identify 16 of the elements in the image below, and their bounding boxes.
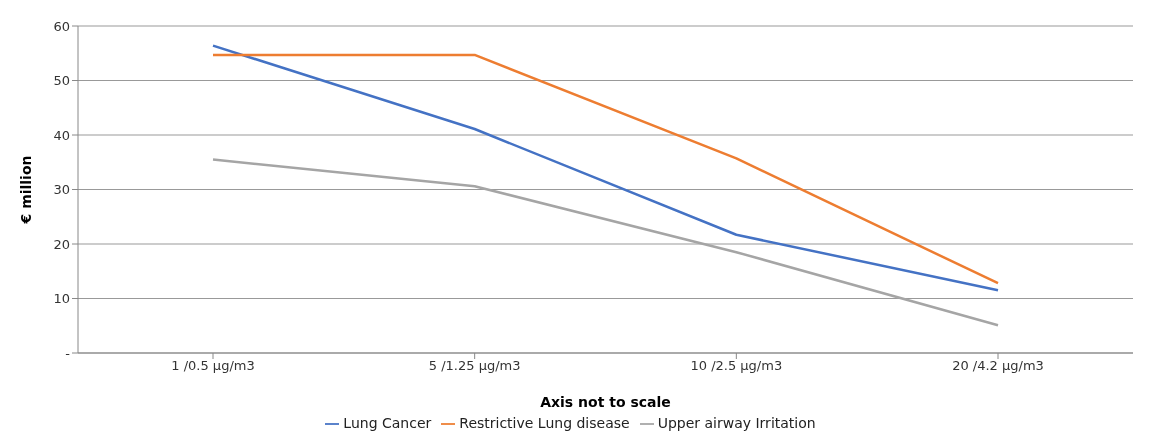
y-axis-title: € million [17,155,34,225]
y-tick-label: 40 [53,127,70,143]
legend-label: Restrictive Lung disease [459,415,630,431]
y-tick-label: 60 [53,18,70,34]
y-tick-label: 20 [53,236,70,252]
y-tick-label: 10 [53,291,70,307]
y-tick-label: 30 [53,182,70,198]
x-tick-label: 5 /1.25 µg/m3 [428,358,521,374]
x-tick-label: 20 /4.2 µg/m3 [952,358,1044,374]
x-tick-label: 10 /2.5 µg/m3 [690,358,783,374]
x-tick-label: 1 /0.5 µg/m3 [171,358,255,374]
y-tick-label: 50 [53,73,70,89]
x-axis-title: Axis not to scale [540,394,671,410]
legend-label: Lung Cancer [343,415,432,431]
legend-label: Upper airway Irritation [657,415,816,431]
y-tick-label: - [65,345,71,361]
